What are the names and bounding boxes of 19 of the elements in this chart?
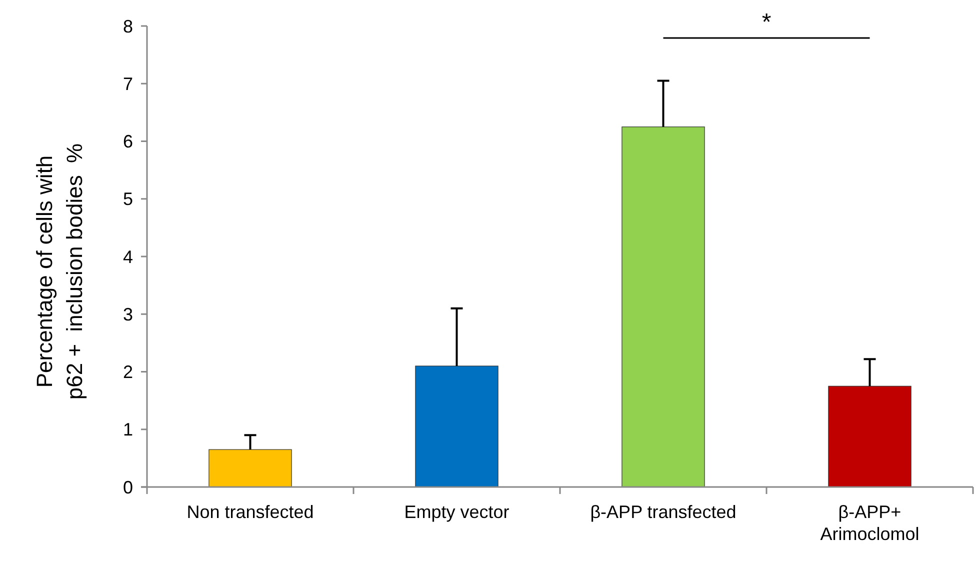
y-tick-label: 4 (122, 246, 133, 267)
bar (415, 366, 498, 488)
annotation: * (762, 9, 772, 36)
y-tick-label: 1 (122, 420, 133, 440)
x-tick-label: β-APP+ Arimoclomol (820, 502, 920, 544)
y-tick-label: 7 (122, 74, 133, 94)
x-tick-label: Empty vector (404, 502, 510, 522)
y-tick-label: 8 (122, 16, 133, 36)
y-tick-label: 0 (122, 477, 133, 498)
bar (828, 386, 912, 488)
x-tick-label: Non transfected (186, 502, 314, 522)
y-tick-label: 5 (122, 189, 133, 210)
y-axis-title: Percentage of cells with p62 + inclusion bodies % (32, 143, 87, 400)
x-tick-label: β-APP transfected (590, 502, 736, 522)
bar (622, 126, 705, 488)
y-tick-label: 2 (122, 362, 133, 382)
bar (208, 449, 292, 488)
y-tick-label: 6 (122, 132, 133, 152)
y-tick-label: 3 (122, 304, 133, 324)
